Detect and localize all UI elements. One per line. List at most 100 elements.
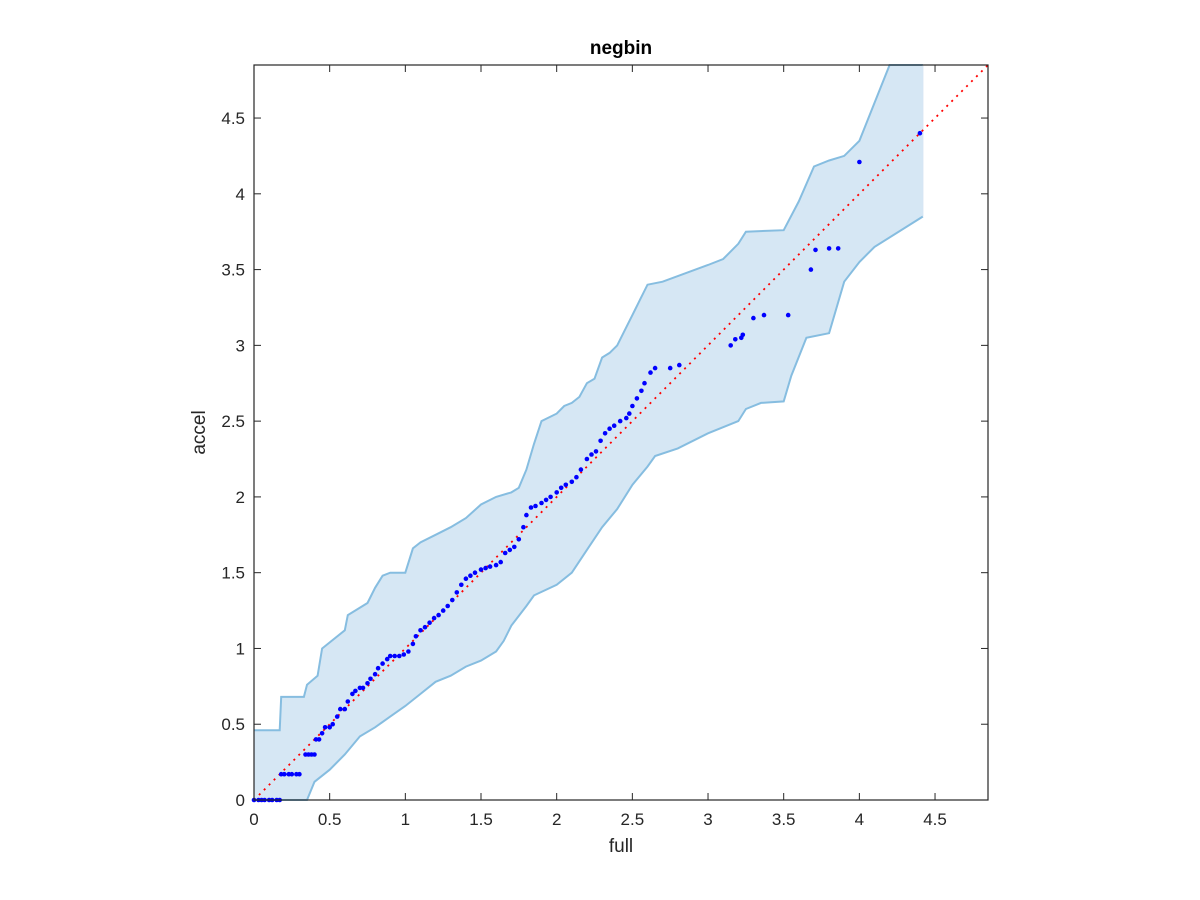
data-point bbox=[297, 771, 302, 777]
data-point bbox=[617, 418, 623, 424]
axes bbox=[253, 64, 989, 801]
data-point bbox=[648, 370, 653, 375]
y-tick-label: 0.5 bbox=[221, 715, 245, 734]
data-point bbox=[627, 411, 632, 416]
data-point bbox=[740, 332, 746, 338]
data-point bbox=[652, 365, 658, 371]
data-point bbox=[634, 396, 640, 401]
x-tick-label: 1 bbox=[401, 810, 410, 829]
data-point bbox=[289, 771, 295, 777]
x-tick-label: 3 bbox=[703, 810, 712, 829]
data-point bbox=[528, 505, 534, 510]
data-point bbox=[468, 573, 473, 578]
data-point bbox=[406, 649, 411, 654]
y-tick-label: 4 bbox=[236, 185, 245, 204]
data-point bbox=[584, 456, 590, 462]
data-point bbox=[422, 624, 428, 630]
y-tick-label: 2.5 bbox=[221, 412, 245, 431]
data-point bbox=[574, 474, 579, 480]
x-tick-label: 0.5 bbox=[318, 810, 342, 829]
y-tick-label: 0 bbox=[236, 791, 245, 810]
data-point bbox=[533, 503, 538, 509]
data-point bbox=[478, 567, 484, 572]
x-axis-label: full bbox=[609, 836, 633, 857]
data-point bbox=[319, 731, 325, 736]
data-point bbox=[728, 343, 733, 348]
data-point bbox=[554, 490, 559, 495]
data-point bbox=[312, 752, 317, 757]
data-point bbox=[431, 615, 437, 621]
x-tick-label: 2.5 bbox=[621, 810, 645, 829]
data-point bbox=[677, 362, 682, 368]
y-axis-label: accel bbox=[189, 410, 210, 454]
tick-labels: 0 0.5 1 1.5 2 2.5 3 3.5 4 4.5 0 0.5 1 1.5 2 2.5 3 3.5 4 4.5 bbox=[221, 109, 946, 829]
x-tick-label: 3.5 bbox=[772, 810, 796, 829]
data-point bbox=[524, 512, 529, 518]
data-point bbox=[578, 467, 584, 472]
y-tick-label: 4.5 bbox=[221, 109, 245, 128]
data-point bbox=[401, 652, 407, 657]
data-point bbox=[327, 725, 333, 730]
data-point bbox=[598, 438, 603, 444]
data-point bbox=[397, 653, 402, 659]
data-point bbox=[375, 665, 381, 671]
data-point bbox=[502, 550, 508, 556]
data-point bbox=[338, 706, 343, 712]
data-point bbox=[380, 661, 385, 666]
data-point bbox=[368, 676, 373, 682]
data-point bbox=[472, 570, 478, 575]
x-tick-label: 1.5 bbox=[469, 810, 493, 829]
data-point bbox=[387, 653, 393, 659]
data-point bbox=[558, 485, 564, 491]
data-point bbox=[835, 246, 841, 251]
band-fill bbox=[254, 65, 923, 800]
x-tick-label: 0 bbox=[249, 810, 258, 829]
data-point bbox=[733, 337, 738, 342]
y-tick-label: 1 bbox=[236, 639, 245, 658]
data-point bbox=[427, 620, 432, 625]
data-point bbox=[372, 671, 378, 677]
data-point bbox=[602, 431, 608, 436]
x-tick-label: 2 bbox=[552, 810, 561, 829]
data-point bbox=[498, 559, 504, 565]
data-point bbox=[436, 612, 441, 618]
chart-title: negbin bbox=[590, 38, 652, 59]
data-point bbox=[450, 597, 455, 603]
data-point bbox=[334, 714, 340, 719]
data-point bbox=[611, 423, 617, 429]
data-point bbox=[543, 497, 549, 503]
reference-line bbox=[253, 64, 989, 801]
data-point bbox=[365, 681, 370, 686]
data-point bbox=[548, 494, 553, 500]
data-point bbox=[384, 656, 390, 662]
y-tick-label: 2 bbox=[236, 488, 245, 507]
x-tick-label: 4.5 bbox=[923, 810, 947, 829]
y-tick-label: 3 bbox=[236, 336, 245, 355]
x-tick-label: 4 bbox=[855, 810, 864, 829]
data-point bbox=[857, 159, 862, 165]
data-point bbox=[410, 641, 416, 647]
data-point bbox=[282, 771, 287, 777]
data-point bbox=[642, 380, 647, 386]
band-lower-edge bbox=[254, 215, 924, 801]
data-point bbox=[360, 685, 366, 691]
data-point bbox=[624, 415, 629, 421]
band-upper-edge bbox=[254, 64, 923, 732]
data-point bbox=[440, 608, 446, 613]
data-point bbox=[454, 590, 460, 595]
data-point bbox=[459, 582, 464, 588]
data-point bbox=[507, 547, 513, 553]
data-point bbox=[761, 312, 767, 318]
data-point bbox=[589, 452, 594, 457]
data-point bbox=[493, 562, 499, 568]
data-point bbox=[539, 500, 544, 506]
data-point bbox=[630, 403, 635, 409]
data-point bbox=[353, 688, 358, 694]
data-point bbox=[521, 524, 526, 530]
reference-line-layer bbox=[253, 64, 989, 801]
data-point bbox=[322, 725, 328, 730]
data-point bbox=[667, 365, 673, 371]
data-point bbox=[569, 479, 575, 485]
data-point bbox=[350, 691, 355, 697]
